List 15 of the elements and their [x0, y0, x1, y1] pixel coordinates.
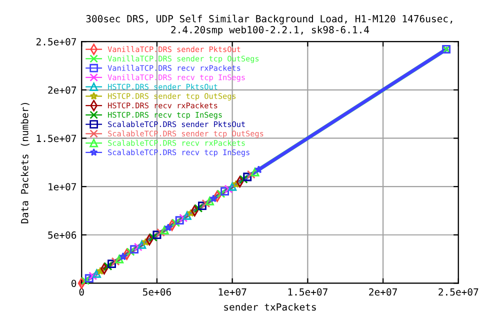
x-tick-label: 1e+07	[218, 288, 246, 296]
x-axis-title: sender txPackets	[224, 303, 316, 311]
y-axis-title: Data Packets (number)	[20, 102, 30, 224]
x-tick-label: 2.5e+07	[438, 288, 478, 296]
y-tick-label: 0	[72, 280, 76, 288]
x-tick-label: 5e+06	[143, 288, 171, 296]
x-tick-label: 0	[79, 288, 84, 296]
y-tick-label: 5e+06	[48, 231, 76, 239]
y-tick-label: 2e+07	[48, 86, 76, 94]
x-tick-label: 1.5e+07	[288, 288, 328, 296]
chart-title: 300sec DRS, UDP Self Similar Background Load, H1-M120 1476usec, 2.4.20smp web100-2.2.1, sk98-6.1.4	[86, 14, 452, 36]
x-tick-label: 2e+07	[369, 288, 397, 296]
y-tick-label: 1.5e+07	[36, 134, 76, 142]
y-tick-label: 2.5e+07	[36, 38, 76, 46]
y-tick-label: 1e+07	[48, 183, 76, 190]
